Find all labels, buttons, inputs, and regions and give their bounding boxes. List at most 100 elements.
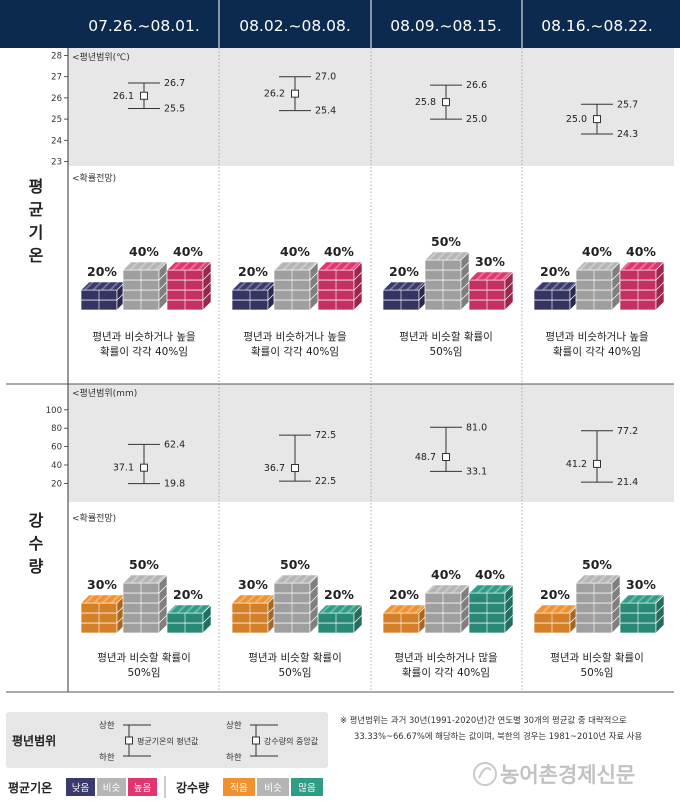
legend-rain-swatch-1 xyxy=(257,778,289,796)
temp-ytick-23: 23 xyxy=(51,158,62,168)
rain-bar-0-0-top xyxy=(80,594,126,604)
rain-ytick-20: 20 xyxy=(51,479,62,489)
legend-range-box xyxy=(6,712,328,768)
temp-caption-3-0: 평년과 비슷하거나 높을 xyxy=(545,330,649,343)
legend-temp-item-2: 높음 xyxy=(134,783,152,794)
legend-temp-swatch-1 xyxy=(97,778,126,796)
temp-bar-3-1-top xyxy=(575,261,621,271)
rain-upper-label-2: 81.0 xyxy=(466,422,487,433)
temp-lower-label-2: 25.0 xyxy=(466,114,487,125)
legend-temp-lower-text: 하한 xyxy=(99,752,115,763)
rain-caption-3-0: 평년과 비슷할 확률이 xyxy=(550,651,644,664)
temp-lower-label-0: 25.5 xyxy=(164,104,185,115)
rain-pct-label-3-1: 50% xyxy=(582,557,612,572)
rain-range-ylabel: <평년범위(mm) xyxy=(72,388,137,399)
legend-temp-label: 평균기온의 평년값 xyxy=(137,736,199,746)
temp-pct-label-1-2: 40% xyxy=(324,244,354,259)
temp-pct-label-0-2: 40% xyxy=(173,244,203,259)
temp-pct-label-3-2: 40% xyxy=(626,244,656,259)
temp-upper-label-3: 25.7 xyxy=(617,99,638,110)
temp-upper-label-0: 26.7 xyxy=(164,78,185,89)
temp-range-ylabel: <평년범위(℃) xyxy=(72,52,130,63)
temp-caption-1-1: 확률이 각각 40%임 xyxy=(251,345,339,358)
rain-upper-label-1: 72.5 xyxy=(315,430,336,441)
temp-range-marker-0 xyxy=(140,91,148,100)
temp-bar-3-0-top xyxy=(533,281,579,291)
rain-mid-label-1: 36.7 xyxy=(264,463,285,474)
legend-temp-item-1: 비슷 xyxy=(103,783,121,794)
rain-mid-label-2: 48.7 xyxy=(415,452,436,463)
rain-prob-group-3: 20% 50% 30% xyxy=(533,557,665,634)
rain-bar-1-2-top xyxy=(317,604,363,614)
temp-caption-0-1: 확률이 각각 40%임 xyxy=(100,345,188,358)
rain-mid-label-3: 41.2 xyxy=(566,459,587,470)
temp-caption-1-0: 평년과 비슷하거나 높을 xyxy=(243,330,347,343)
legend-temp-marker xyxy=(125,736,133,745)
rain-bar-3-1-top xyxy=(575,574,621,584)
rain-side-label-0: 강 xyxy=(29,511,44,530)
temp-range-marker-1 xyxy=(291,89,299,98)
rain-bar-2-0-top xyxy=(382,604,428,614)
legend-rain-lower-text: 하한 xyxy=(226,752,242,763)
temp-pct-label-0-0: 20% xyxy=(87,264,117,279)
temp-mid-label-1: 26.2 xyxy=(264,89,285,100)
rain-lower-label-0: 19.8 xyxy=(164,479,185,490)
rain-pct-label-1-2: 20% xyxy=(324,587,354,602)
temp-pct-label-3-1: 40% xyxy=(582,244,612,259)
rain-ytick-80: 80 xyxy=(51,424,62,434)
rain-pct-label-3-2: 30% xyxy=(626,577,656,592)
temp-pct-label-0-1: 40% xyxy=(129,244,159,259)
rain-bar-1-1-top xyxy=(273,574,319,584)
rain-prob-group-0: 30% 50% 20% xyxy=(80,557,212,634)
temp-bar-2-1-top xyxy=(424,251,470,261)
temp-caption-0-0: 평년과 비슷하거나 높을 xyxy=(92,330,196,343)
legend-range-title: 평년범위 xyxy=(12,733,56,748)
note-line-2: 33.33%~66.67%에 해당하는 값이며, 북한의 경우는 1981~20… xyxy=(354,731,643,741)
watermark-logo: 농어촌경제신문 xyxy=(473,762,635,787)
rain-range-marker-1 xyxy=(291,464,299,473)
rain-pct-label-1-1: 50% xyxy=(280,557,310,572)
temp-prob-group-0: 20% 40% 40% xyxy=(80,244,212,311)
temp-mid-label-2: 25.8 xyxy=(415,97,436,108)
temp-ytick-28: 28 xyxy=(51,52,62,62)
temp-pct-label-2-2: 30% xyxy=(475,254,505,269)
rain-range-marker-0 xyxy=(140,463,148,472)
week-header-3: 08.16.~08.22. xyxy=(541,17,653,35)
rain-bar-3-2-top xyxy=(619,594,665,604)
rain-caption-2-1: 확률이 각각 40%임 xyxy=(402,666,490,679)
week-header-2: 08.09.~08.15. xyxy=(390,17,502,35)
legend-temp-upper-text: 상한 xyxy=(99,720,115,731)
temp-pct-label-1-0: 20% xyxy=(238,264,268,279)
legend-rain-label: 강수량의 중앙값 xyxy=(264,736,319,746)
rain-lower-label-1: 22.5 xyxy=(315,476,336,487)
legend-rain-item-0: 적음 xyxy=(230,782,248,794)
rain-pct-label-0-2: 20% xyxy=(173,587,203,602)
temp-upper-label-1: 27.0 xyxy=(315,72,336,83)
rain-lower-label-2: 33.1 xyxy=(466,466,487,477)
legend-temp-swatch-0 xyxy=(66,778,95,796)
rain-caption-1-0: 평년과 비슷할 확률이 xyxy=(248,651,342,664)
rain-pct-label-2-2: 40% xyxy=(475,567,505,582)
temp-bar-0-2-top xyxy=(166,261,212,271)
rain-caption-1-1: 50%임 xyxy=(279,666,312,679)
rain-pct-label-0-1: 50% xyxy=(129,557,159,572)
temp-caption-3-1: 확률이 각각 40%임 xyxy=(553,345,641,358)
legend-rain-swatch-0 xyxy=(223,778,255,796)
rain-prob-ylabel: <확률전망) xyxy=(72,512,116,524)
rain-prob-group-1: 30% 50% 20% xyxy=(231,557,363,634)
legend-rain-item-2: 많음 xyxy=(298,783,316,794)
temp-prob-group-1: 20% 40% 40% xyxy=(231,244,363,311)
temp-prob-group-3: 20% 40% 40% xyxy=(533,244,665,311)
temp-bar-1-0-top xyxy=(231,281,277,291)
temp-prob-group-2: 20% 50% 30% xyxy=(382,234,514,311)
watermark-emblem xyxy=(473,762,497,786)
legend-rain-item-1: 비슷 xyxy=(264,783,282,794)
temp-side-label-0: 평 xyxy=(29,177,44,196)
temp-pct-label-2-1: 50% xyxy=(431,234,461,249)
temp-bar-1-1-top xyxy=(273,261,319,271)
rain-caption-3-1: 50%임 xyxy=(581,666,614,679)
legend-rain-upper-text: 상한 xyxy=(226,720,242,731)
watermark-emblem-leaf xyxy=(478,767,492,779)
rain-range-marker-3 xyxy=(593,459,601,468)
